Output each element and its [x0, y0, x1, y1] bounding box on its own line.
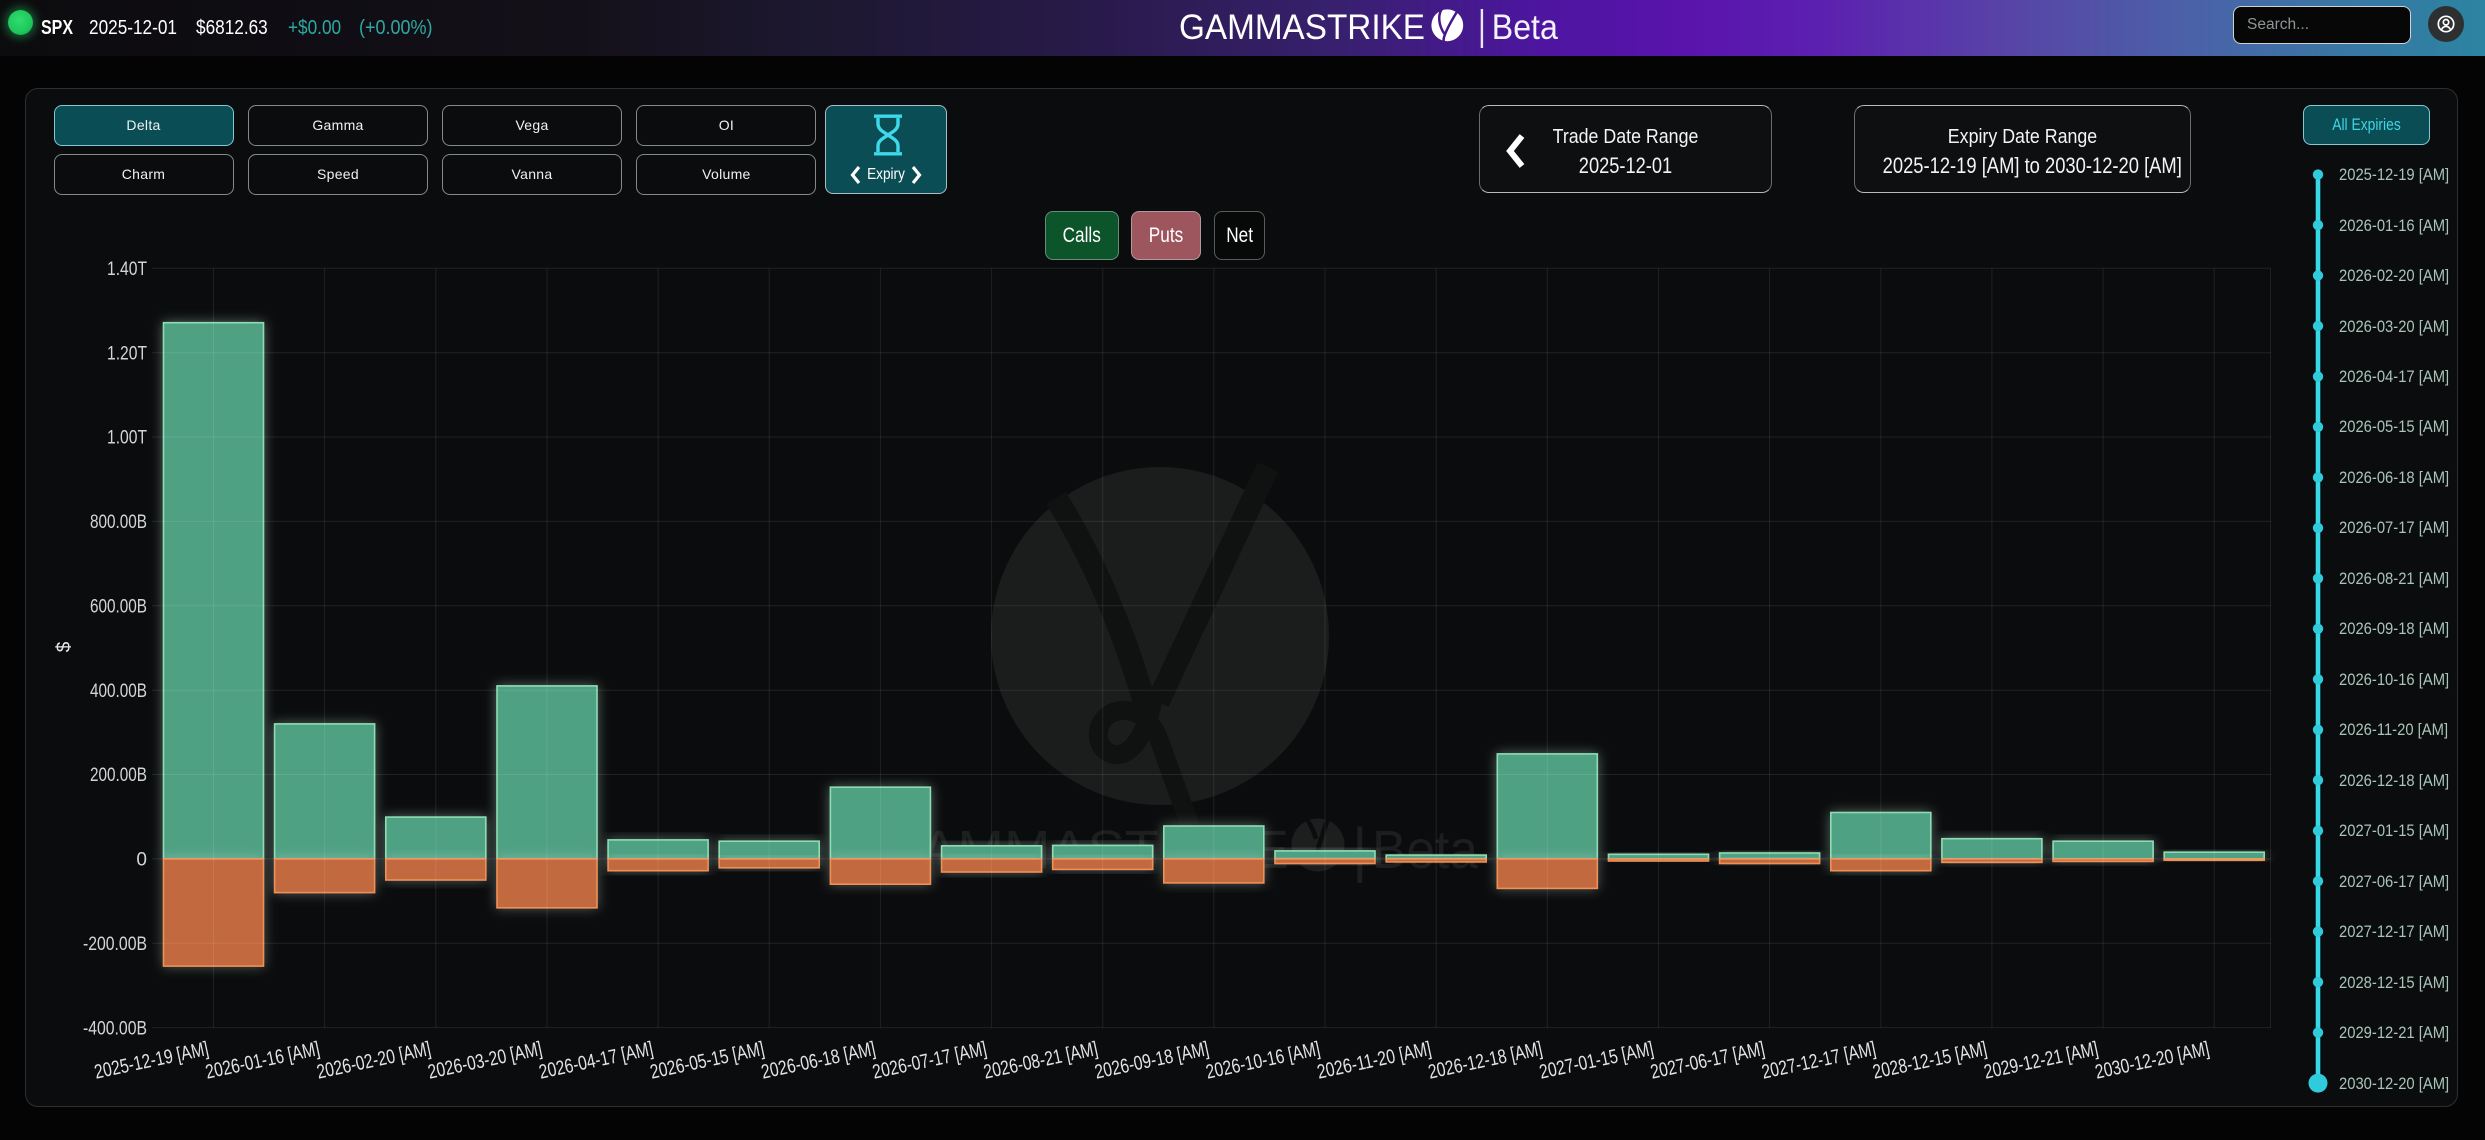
svg-text:2027-12-17 [AM]: 2027-12-17 [AM] — [1760, 1038, 1878, 1084]
svg-text:-200.00B: -200.00B — [83, 934, 147, 955]
svg-text:2026-06-18 [AM]: 2026-06-18 [AM] — [759, 1038, 877, 1084]
svg-text:2028-12-15 [AM]: 2028-12-15 [AM] — [1871, 1038, 1989, 1084]
svg-text:$: $ — [54, 641, 75, 652]
svg-text:400.00B: 400.00B — [90, 681, 147, 702]
svg-text:2026-04-17 [AM]: 2026-04-17 [AM] — [537, 1038, 655, 1084]
svg-text:2026-08-21 [AM]: 2026-08-21 [AM] — [982, 1038, 1100, 1084]
svg-text:2026-05-15 [AM]: 2026-05-15 [AM] — [648, 1038, 766, 1084]
svg-text:1.20T: 1.20T — [107, 343, 147, 364]
svg-text:Beta: Beta — [1492, 8, 1558, 47]
svg-text:2030-12-20 [AM]: 2030-12-20 [AM] — [2093, 1038, 2211, 1084]
svg-text:1.00T: 1.00T — [107, 428, 147, 449]
svg-text:1.40T: 1.40T — [107, 259, 147, 280]
svg-text:2026-07-17 [AM]: 2026-07-17 [AM] — [871, 1038, 989, 1084]
svg-text:2026-10-16 [AM]: 2026-10-16 [AM] — [1204, 1038, 1322, 1084]
svg-text:2026-01-16 [AM]: 2026-01-16 [AM] — [204, 1038, 322, 1084]
svg-text:2026-09-18 [AM]: 2026-09-18 [AM] — [1093, 1038, 1211, 1084]
svg-text:600.00B: 600.00B — [90, 597, 147, 618]
svg-text:-400.00B: -400.00B — [83, 1018, 147, 1039]
svg-text:|: | — [1352, 816, 1368, 883]
svg-text:2027-06-17 [AM]: 2027-06-17 [AM] — [1649, 1038, 1767, 1084]
svg-text:Beta: Beta — [1372, 820, 1479, 880]
svg-text:2029-12-21 [AM]: 2029-12-21 [AM] — [1982, 1038, 2100, 1084]
svg-text:2026-12-18 [AM]: 2026-12-18 [AM] — [1426, 1038, 1544, 1084]
svg-text:200.00B: 200.00B — [90, 765, 147, 786]
svg-text:2026-02-20 [AM]: 2026-02-20 [AM] — [315, 1038, 433, 1084]
svg-text:2025-12-19 [AM]: 2025-12-19 [AM] — [93, 1038, 211, 1084]
svg-text:2027-01-15 [AM]: 2027-01-15 [AM] — [1538, 1038, 1656, 1084]
svg-text:800.00B: 800.00B — [90, 512, 147, 533]
svg-text:GAMMASTRIKE: GAMMASTRIKE — [1179, 8, 1425, 47]
svg-text:2026-03-20 [AM]: 2026-03-20 [AM] — [426, 1038, 544, 1084]
svg-text:2026-11-20 [AM]: 2026-11-20 [AM] — [1315, 1038, 1433, 1084]
svg-text:0: 0 — [136, 850, 147, 871]
